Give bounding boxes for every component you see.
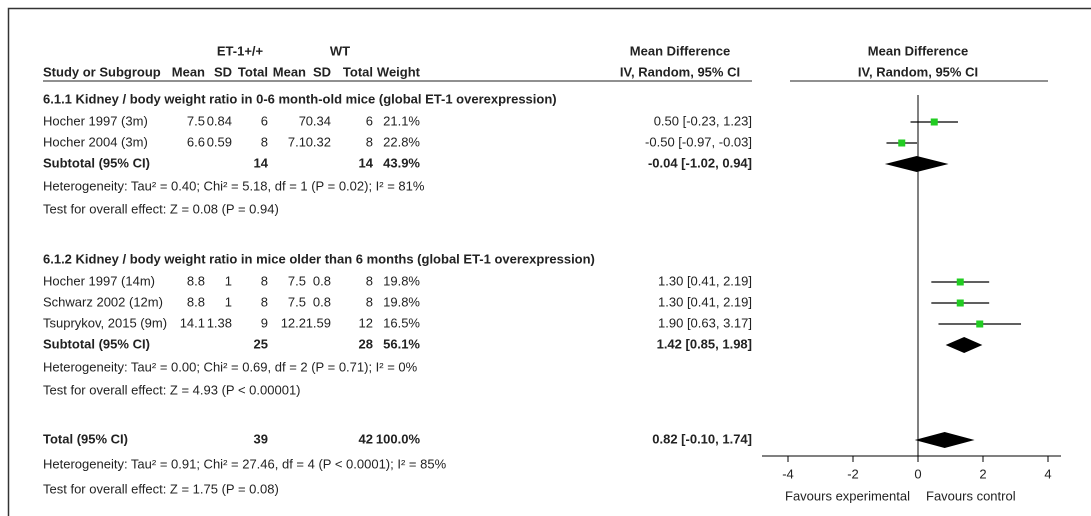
weight: 56.1% xyxy=(383,336,420,351)
ctl-total: 42 xyxy=(359,431,373,446)
x-tick-label: 4 xyxy=(1044,466,1051,481)
column-header: Weight xyxy=(377,64,421,79)
exp-stat: 6.6 xyxy=(187,134,205,149)
md-label: 1.90 [0.63, 3.17] xyxy=(658,315,752,330)
exp-stat: 8.8 xyxy=(187,294,205,309)
group-header: Mean Difference xyxy=(630,43,730,58)
ctl-stat: 0.8 xyxy=(313,294,331,309)
ctl-stat: 12 xyxy=(359,315,373,330)
exp-stat: 1 xyxy=(225,273,232,288)
ctl-stat: 7.5 xyxy=(288,294,306,309)
ctl-stat: 1.59 xyxy=(306,315,331,330)
exp-total: 39 xyxy=(254,431,268,446)
md-label: -0.50 [-0.97, -0.03] xyxy=(645,134,752,149)
exp-stat: 9 xyxy=(261,315,268,330)
weight: 21.1% xyxy=(383,113,420,128)
ctl-stat: 8 xyxy=(366,273,373,288)
ctl-stat: 0.8 xyxy=(313,273,331,288)
pooled-label: Total (95% CI) xyxy=(43,431,128,446)
x-tick-label: 2 xyxy=(979,466,986,481)
heterogeneity: Heterogeneity: Tau² = 0.91; Chi² = 27.46… xyxy=(43,456,447,471)
study-name: Tsuprykov, 2015 (9m) xyxy=(43,315,167,330)
subgroup-title: 6.1.2 Kidney / body weight ratio in mice… xyxy=(43,251,595,266)
x-tick-label: 0 xyxy=(914,466,921,481)
study-name: Hocher 1997 (14m) xyxy=(43,273,155,288)
group-header: WT xyxy=(330,43,350,58)
ctl-stat: 7 xyxy=(299,113,306,128)
exp-stat: 8 xyxy=(261,134,268,149)
exp-stat: 7.5 xyxy=(187,113,205,128)
effect-marker xyxy=(956,278,964,286)
exp-stat: 8.8 xyxy=(187,273,205,288)
ctl-stat: 0.32 xyxy=(306,134,331,149)
exp-stat: 6 xyxy=(261,113,268,128)
pooled-diamond xyxy=(884,156,949,172)
ctl-total: 28 xyxy=(359,336,373,351)
x-label-left: Favours experimental xyxy=(785,488,910,503)
exp-total: 25 xyxy=(254,336,268,351)
exp-stat: 0.59 xyxy=(207,134,232,149)
ctl-stat: 7.1 xyxy=(288,134,306,149)
exp-stat: 14.1 xyxy=(180,315,205,330)
ctl-total: 14 xyxy=(359,155,374,170)
effect-marker xyxy=(976,320,984,328)
pooled-diamond xyxy=(945,337,983,353)
effect-marker xyxy=(930,118,938,126)
heterogeneity: Heterogeneity: Tau² = 0.00; Chi² = 0.69,… xyxy=(43,359,418,374)
weight: 43.9% xyxy=(383,155,420,170)
md-label: -0.04 [-1.02, 0.94] xyxy=(648,155,752,170)
ctl-stat: 8 xyxy=(366,294,373,309)
column-header: Mean xyxy=(273,64,306,79)
weight: 100.0% xyxy=(376,431,421,446)
md-label: 0.50 [-0.23, 1.23] xyxy=(654,113,752,128)
column-header: Mean xyxy=(172,64,205,79)
weight: 19.8% xyxy=(383,273,420,288)
group-header: ET-1+/+ xyxy=(217,43,264,58)
frame xyxy=(7,7,1091,516)
exp-stat: 8 xyxy=(261,273,268,288)
exp-stat: 1 xyxy=(225,294,232,309)
md-label: 1.30 [0.41, 2.19] xyxy=(658,294,752,309)
column-header: Study or Subgroup xyxy=(43,64,161,79)
weight: 16.5% xyxy=(383,315,420,330)
x-tick-label: -4 xyxy=(782,466,794,481)
effect-marker xyxy=(956,299,964,307)
pooled-label: Subtotal (95% CI) xyxy=(43,336,150,351)
column-header: IV, Random, 95% CI xyxy=(858,64,978,79)
overall-effect: Test for overall effect: Z = 1.75 (P = 0… xyxy=(43,481,279,496)
md-label: 0.82 [-0.10, 1.74] xyxy=(652,431,752,446)
exp-total: 14 xyxy=(254,155,269,170)
exp-stat: 0.84 xyxy=(207,113,232,128)
group-header: Mean Difference xyxy=(868,43,968,58)
column-header: Total xyxy=(343,64,373,79)
exp-stat: 8 xyxy=(261,294,268,309)
md-label: 1.42 [0.85, 1.98] xyxy=(657,336,752,351)
column-header: SD xyxy=(313,64,331,79)
x-tick-label: -2 xyxy=(847,466,859,481)
weight: 22.8% xyxy=(383,134,420,149)
exp-stat: 1.38 xyxy=(207,315,232,330)
pooled-diamond xyxy=(914,432,975,448)
x-label-right: Favours control xyxy=(926,488,1016,503)
ctl-stat: 0.34 xyxy=(306,113,331,128)
ctl-stat: 6 xyxy=(366,113,373,128)
weight: 19.8% xyxy=(383,294,420,309)
study-name: Schwarz 2002 (12m) xyxy=(43,294,163,309)
overall-effect: Test for overall effect: Z = 4.93 (P < 0… xyxy=(43,382,301,397)
column-header: Total xyxy=(238,64,268,79)
column-header: IV, Random, 95% CI xyxy=(620,64,740,79)
heterogeneity: Heterogeneity: Tau² = 0.40; Chi² = 5.18,… xyxy=(43,178,425,193)
overall-effect: Test for overall effect: Z = 0.08 (P = 0… xyxy=(43,201,279,216)
study-name: Hocher 1997 (3m) xyxy=(43,113,148,128)
ctl-stat: 8 xyxy=(366,134,373,149)
column-header: SD xyxy=(214,64,232,79)
md-label: 1.30 [0.41, 2.19] xyxy=(658,273,752,288)
subgroup-title: 6.1.1 Kidney / body weight ratio in 0-6 … xyxy=(43,91,557,106)
pooled-label: Subtotal (95% CI) xyxy=(43,155,150,170)
study-name: Hocher 2004 (3m) xyxy=(43,134,148,149)
effect-marker xyxy=(898,139,906,147)
ctl-stat: 7.5 xyxy=(288,273,306,288)
ctl-stat: 12.2 xyxy=(281,315,306,330)
